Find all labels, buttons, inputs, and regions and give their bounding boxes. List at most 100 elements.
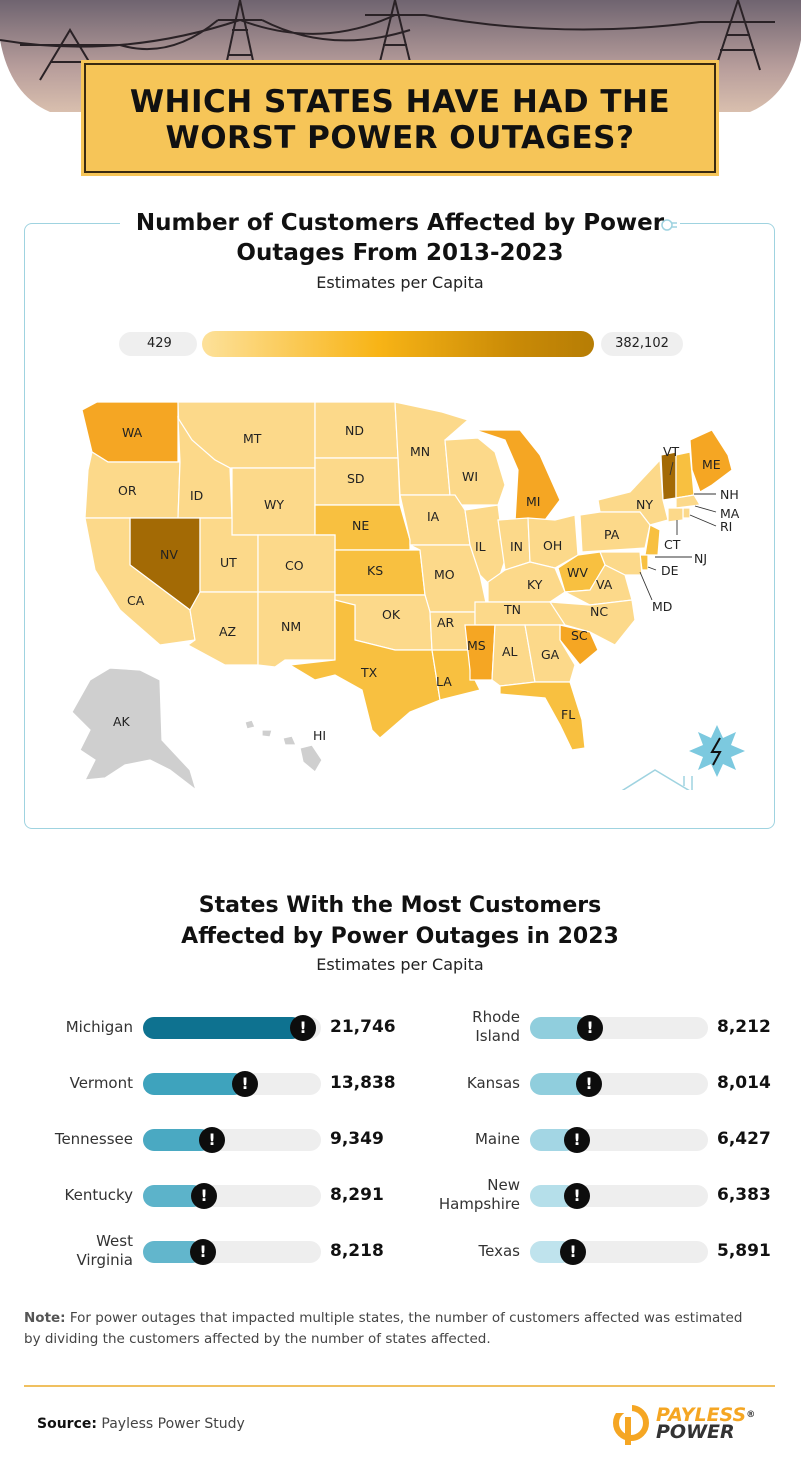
bar xyxy=(143,1017,303,1039)
state-TX xyxy=(288,599,441,739)
state-label-AK: AK xyxy=(113,714,131,729)
state-label-PA: PA xyxy=(604,527,620,542)
state-label-NY: NY xyxy=(636,497,653,512)
legend-min-value: 429 xyxy=(119,332,197,356)
state-label-VA: VA xyxy=(596,577,613,592)
bar-track xyxy=(143,1017,321,1039)
state-label-OH: OH xyxy=(543,538,562,553)
bar-chart-title-line-2: Affected by Power Outages in 2023 xyxy=(181,924,619,949)
state-label-IA: IA xyxy=(427,509,440,524)
lightning-burst-icon xyxy=(689,725,745,777)
state-label-NV: NV xyxy=(160,547,178,562)
state-label-NE: NE xyxy=(352,518,369,533)
bar-marker-icon: ! xyxy=(290,1015,316,1041)
bar xyxy=(143,1073,245,1095)
state-label-MT: MT xyxy=(243,431,262,446)
state-label-VT: VT xyxy=(663,444,680,459)
logo-line-2: POWER xyxy=(656,1421,735,1443)
state-HI-3 xyxy=(282,735,297,746)
state-label-NM: NM xyxy=(281,619,301,634)
state-label-IN: IN xyxy=(510,539,523,554)
state-NM xyxy=(257,591,336,668)
state-label-CA: CA xyxy=(127,593,145,608)
state-label-NH: NH xyxy=(720,487,739,502)
source-text: Payless Power Study xyxy=(96,1416,245,1432)
state-ID xyxy=(177,415,233,519)
state-label-WY: WY xyxy=(264,497,284,512)
bar-marker-icon: ! xyxy=(199,1127,225,1153)
state-label-KY: KY xyxy=(527,577,543,592)
state-HI-2 xyxy=(261,729,273,738)
bar xyxy=(530,1073,589,1095)
state-label-WV: WV xyxy=(567,565,588,580)
bar-value-label: 21,746 xyxy=(330,1017,396,1037)
note-text-line-2: by dividing the customers affected by th… xyxy=(24,1331,491,1347)
bar-value-label: 13,838 xyxy=(330,1073,396,1093)
bar-marker-icon: ! xyxy=(560,1239,586,1265)
state-label-SD: SD xyxy=(347,471,365,486)
bar-track xyxy=(530,1017,708,1039)
legend-max-value: 382,102 xyxy=(601,332,683,356)
bar-label: Texas xyxy=(478,1241,520,1260)
state-label-DE: DE xyxy=(661,563,679,578)
bar xyxy=(143,1185,204,1207)
state-label-ND: ND xyxy=(345,423,364,438)
bar-label: Vermont xyxy=(69,1073,133,1092)
state-label-OR: OR xyxy=(118,483,137,498)
state-label-GA: GA xyxy=(541,647,560,662)
state-label-MO: MO xyxy=(434,567,455,582)
us-choropleth-map: WA MT ND MN WI MI VT ME NH MA RI CT NJ D… xyxy=(71,401,745,790)
bar-chart-title-line-1: States With the Most Customers xyxy=(198,893,602,918)
state-label-NC: NC xyxy=(590,604,608,619)
page-title: WHICH STATES HAVE HAD THE WORST POWER OU… xyxy=(84,84,716,156)
bar-label: New Hampshire xyxy=(438,1176,520,1213)
bar-track xyxy=(143,1241,321,1263)
bar-value-label: 8,291 xyxy=(330,1185,384,1205)
logo-text: PAYLESS® POWER xyxy=(656,1406,755,1443)
map-title: Number of Customers Affected by Power Ou… xyxy=(120,208,680,268)
map-title-line-2: Outages From 2013-2023 xyxy=(236,240,564,266)
bar-marker-icon: ! xyxy=(232,1071,258,1097)
state-label-ME: ME xyxy=(702,457,721,472)
state-label-TX: TX xyxy=(360,665,378,680)
state-label-ID: ID xyxy=(190,488,203,503)
house-icon xyxy=(621,769,693,790)
state-RI xyxy=(682,507,691,519)
state-label-AL: AL xyxy=(502,644,518,659)
bar-chart-subtitle: Estimates per Capita xyxy=(316,955,484,974)
state-HI-1 xyxy=(244,719,256,730)
bar-track xyxy=(143,1185,321,1207)
state-label-WI: WI xyxy=(462,469,478,484)
state-label-IL: IL xyxy=(475,539,486,554)
bar-value-label: 6,427 xyxy=(717,1129,771,1149)
bar-track xyxy=(530,1241,708,1263)
logo-mark-icon xyxy=(612,1403,649,1445)
state-VT xyxy=(660,451,677,501)
state-NC xyxy=(548,599,636,646)
map-title-line-1: Number of Customers Affected by Power xyxy=(135,210,665,236)
bar-chart-title: States With the Most Customers Affected … xyxy=(150,890,650,952)
bar-track xyxy=(530,1073,708,1095)
bar-marker-icon: ! xyxy=(564,1127,590,1153)
bar-track xyxy=(530,1185,708,1207)
state-label-OK: OK xyxy=(382,607,401,622)
bar-track xyxy=(143,1129,321,1151)
state-AK xyxy=(71,667,197,790)
plug-icon xyxy=(661,219,677,231)
state-label-MN: MN xyxy=(410,444,430,459)
state-label-MS: MS xyxy=(467,638,486,653)
map-subtitle: Estimates per Capita xyxy=(316,273,484,292)
state-MA xyxy=(675,494,701,509)
bar-label: Michigan xyxy=(65,1017,133,1036)
state-label-NJ: NJ xyxy=(694,551,707,566)
bar-value-label: 8,212 xyxy=(717,1017,771,1037)
bar xyxy=(530,1017,590,1039)
state-label-CO: CO xyxy=(285,558,304,573)
state-FL xyxy=(499,681,586,751)
bar-label: Tennessee xyxy=(54,1129,133,1148)
state-label-MA: MA xyxy=(720,506,740,521)
bar-label: Kansas xyxy=(466,1073,520,1092)
state-label-WA: WA xyxy=(122,425,143,440)
bar-value-label: 8,218 xyxy=(330,1241,384,1261)
bar-value-label: 5,891 xyxy=(717,1241,771,1261)
